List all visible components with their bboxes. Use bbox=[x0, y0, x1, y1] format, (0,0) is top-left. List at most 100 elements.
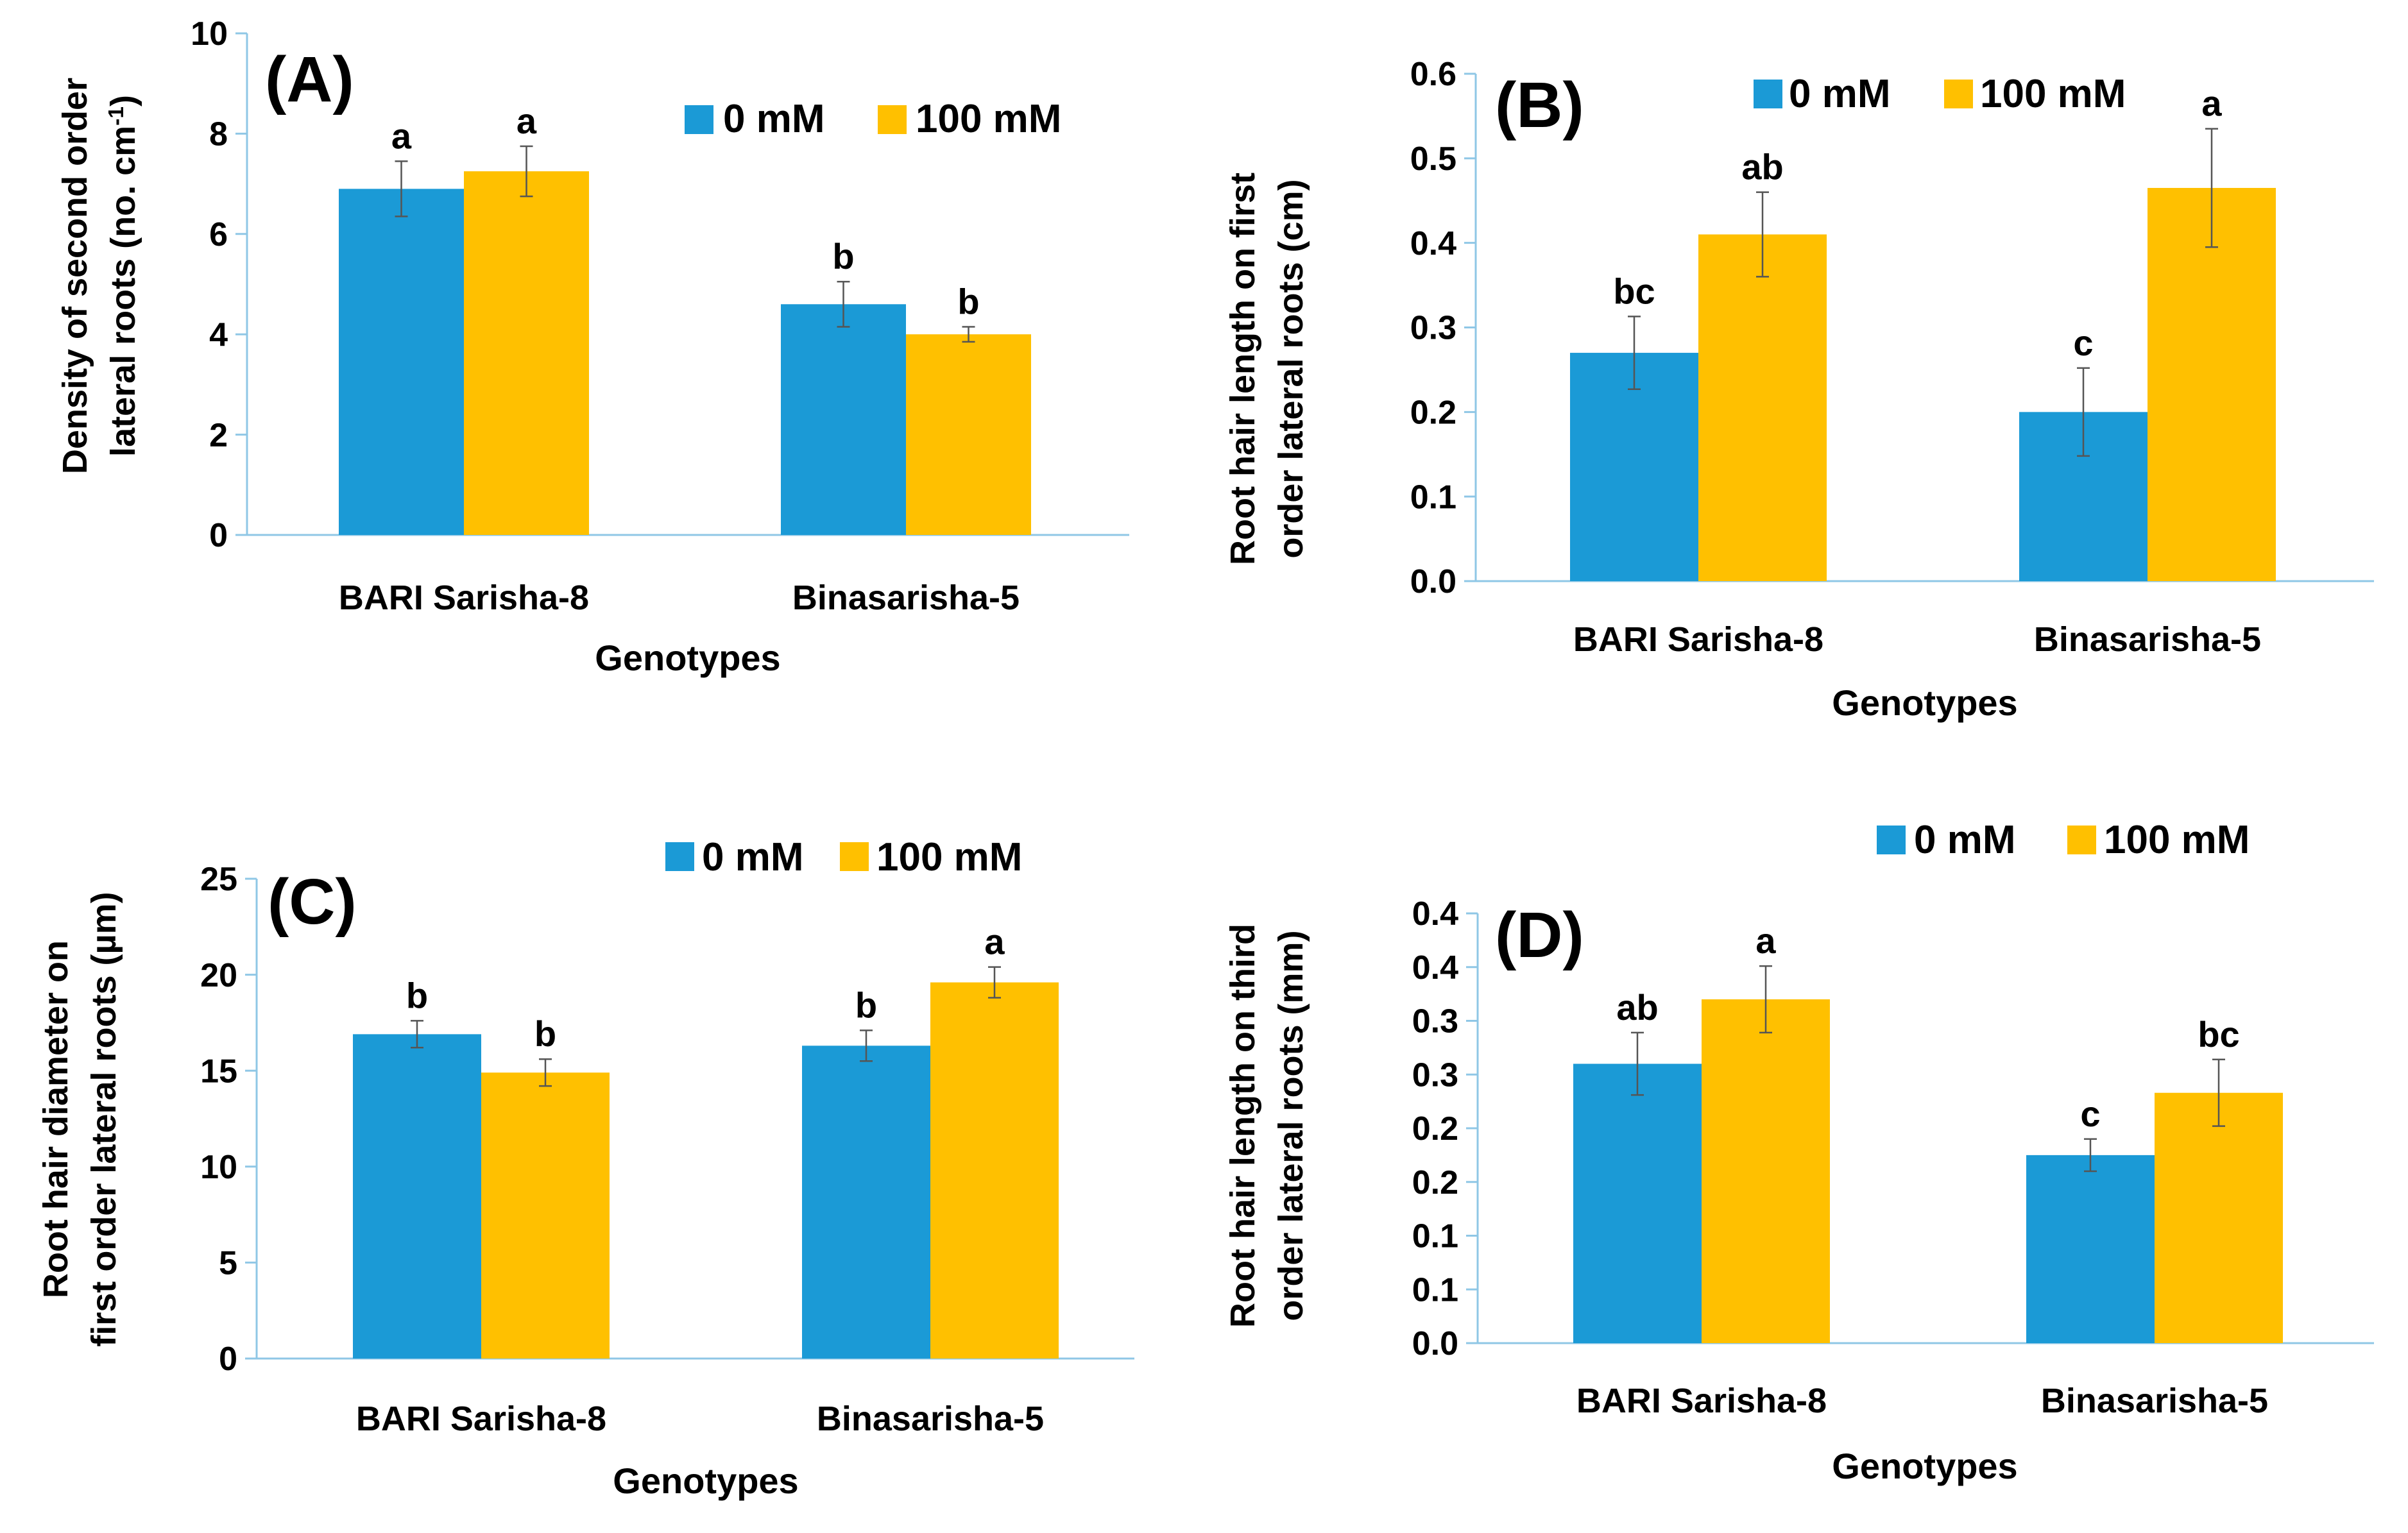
panel-label: (B) bbox=[1495, 69, 1584, 141]
x-axis-title: Genotypes bbox=[613, 1461, 798, 1501]
legend-swatch bbox=[878, 105, 907, 134]
y-tick-label: 0.2 bbox=[1412, 1110, 1458, 1148]
significance-letter: a bbox=[1755, 920, 1776, 961]
legend-label: 100 mM bbox=[1980, 72, 2126, 116]
legend-label: 0 mM bbox=[1914, 818, 2015, 862]
chart-panel: 0 2 4 6 8 10 a b a b BARI Sarisha-8 Binasarisha-5 Ge… bbox=[56, 15, 1129, 678]
x-axis-title: Genotypes bbox=[595, 638, 780, 678]
y-axis-title: lateral roots (no. cm-1) bbox=[104, 95, 142, 457]
significance-letter: bc bbox=[1613, 271, 1655, 311]
y-tick-label: 0.1 bbox=[1412, 1271, 1458, 1309]
y-tick-label: 15 bbox=[200, 1053, 237, 1090]
y-tick-label: 0.0 bbox=[1410, 563, 1456, 600]
x-category-label: Binasarisha-5 bbox=[817, 1400, 1044, 1438]
y-axis-title: order lateral roots (cm) bbox=[1272, 179, 1310, 558]
legend-swatch bbox=[685, 105, 713, 134]
y-tick-label: 0.4 bbox=[1412, 949, 1458, 987]
y-axis-title: Root hair length on first bbox=[1224, 173, 1262, 565]
bar bbox=[464, 171, 589, 535]
y-tick-label: 0.0 bbox=[1412, 1325, 1458, 1362]
legend-swatch bbox=[1877, 826, 1906, 854]
significance-letter: c bbox=[2080, 1094, 2100, 1134]
x-category-label: Binasarisha-5 bbox=[792, 579, 1020, 617]
significance-letter: a bbox=[984, 922, 1005, 962]
y-axis-title: Root hair diameter on bbox=[37, 940, 75, 1298]
significance-letter: b bbox=[855, 985, 877, 1025]
bar bbox=[1573, 1063, 1702, 1343]
y-tick-label: 0.2 bbox=[1412, 1164, 1458, 1201]
y-tick-label: 0 bbox=[219, 1341, 237, 1378]
y-tick-label: 0.5 bbox=[1410, 140, 1456, 178]
y-tick-label: 0.4 bbox=[1412, 895, 1458, 933]
x-category-label: Binasarisha-5 bbox=[2041, 1382, 2268, 1420]
legend-label: 0 mM bbox=[723, 97, 824, 141]
y-tick-label: 5 bbox=[219, 1245, 237, 1282]
x-category-label: BARI Sarisha-8 bbox=[339, 579, 589, 617]
y-tick-label: 0.1 bbox=[1410, 479, 1456, 516]
y-tick-label: 20 bbox=[200, 957, 237, 994]
significance-letter: bc bbox=[2198, 1014, 2239, 1054]
bar bbox=[1698, 234, 1827, 581]
y-axis-title: order lateral roots (mm) bbox=[1272, 930, 1310, 1321]
bar bbox=[781, 304, 906, 535]
y-tick-label: 0 bbox=[209, 517, 228, 554]
legend-swatch bbox=[665, 842, 694, 871]
bar bbox=[802, 1046, 930, 1359]
chart-panel: 0 5 10 15 20 25 b b b a BARI Sarisha-8 Binasarisha-… bbox=[37, 835, 1134, 1501]
bar bbox=[930, 982, 1059, 1359]
y-axis-title-superscript: -1 bbox=[105, 106, 128, 126]
significance-letter: a bbox=[517, 101, 537, 141]
panel-label: (D) bbox=[1495, 899, 1584, 971]
x-category-label: Binasarisha-5 bbox=[2034, 620, 2261, 659]
y-tick-label: 10 bbox=[191, 15, 228, 53]
significance-letter: ab bbox=[1616, 987, 1658, 1028]
bar bbox=[2148, 187, 2276, 582]
bar bbox=[2155, 1092, 2283, 1343]
x-category-label: BARI Sarisha-8 bbox=[1576, 1382, 1827, 1420]
y-tick-label: 0.2 bbox=[1410, 394, 1456, 432]
bar bbox=[2026, 1155, 2155, 1343]
legend-label: 0 mM bbox=[1789, 72, 1890, 116]
y-tick-label: 6 bbox=[209, 216, 228, 253]
significance-letter: b bbox=[957, 281, 979, 321]
panel-label: (A) bbox=[265, 44, 354, 115]
legend-label: 100 mM bbox=[916, 97, 1061, 141]
significance-letter: c bbox=[2073, 323, 2093, 363]
y-tick-label: 10 bbox=[200, 1149, 237, 1186]
legend-label: 100 mM bbox=[876, 835, 1022, 879]
bar bbox=[481, 1072, 610, 1359]
y-axis-title-part: lateral roots (no. cm bbox=[104, 126, 142, 457]
bar bbox=[906, 334, 1031, 535]
y-tick-label: 0.6 bbox=[1410, 56, 1456, 93]
legend-label: 100 mM bbox=[2104, 818, 2250, 862]
x-category-label: BARI Sarisha-8 bbox=[356, 1400, 606, 1438]
panel-label: (C) bbox=[268, 866, 357, 938]
legend-swatch bbox=[1944, 80, 1973, 108]
bar bbox=[353, 1034, 481, 1359]
significance-letter: ab bbox=[1741, 147, 1783, 187]
y-axis-title: Density of second order bbox=[56, 78, 94, 474]
y-tick-label: 25 bbox=[200, 861, 237, 898]
y-axis-title-part: ) bbox=[104, 95, 142, 106]
y-tick-label: 0.3 bbox=[1412, 1003, 1458, 1040]
significance-letter: a bbox=[391, 115, 412, 156]
y-tick-label: 0.1 bbox=[1412, 1218, 1458, 1255]
legend-label: 0 mM bbox=[702, 835, 803, 879]
significance-letter: b bbox=[534, 1013, 556, 1054]
x-axis-title: Genotypes bbox=[1832, 682, 2017, 723]
significance-letter: b bbox=[406, 975, 428, 1015]
bar bbox=[1570, 353, 1698, 581]
y-axis-title: Root hair length on third bbox=[1224, 924, 1262, 1328]
chart-panel: 0.0 0.1 0.2 0.3 0.4 0.5 0.6 bc c ab a BARI Sarisha-… bbox=[1224, 56, 2374, 723]
y-tick-label: 4 bbox=[209, 316, 228, 353]
legend-swatch bbox=[840, 842, 869, 871]
x-axis-title: Genotypes bbox=[1832, 1446, 2017, 1486]
y-axis-title: first order lateral roots (µm) bbox=[85, 892, 123, 1346]
significance-letter: a bbox=[2201, 83, 2222, 124]
y-tick-label: 8 bbox=[209, 116, 228, 153]
significance-letter: b bbox=[832, 236, 854, 276]
y-tick-label: 0.3 bbox=[1412, 1056, 1458, 1094]
y-tick-label: 0.3 bbox=[1410, 310, 1456, 347]
legend-swatch bbox=[2067, 826, 2096, 854]
